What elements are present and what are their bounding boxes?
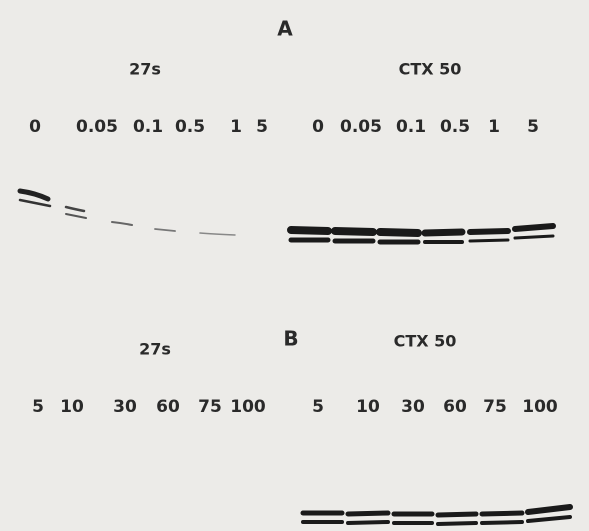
lane-label: 0.5: [175, 117, 205, 137]
lane-label: 75: [483, 397, 507, 417]
lane-label: 1: [488, 117, 500, 137]
lane-label: 60: [443, 397, 467, 417]
lane-label: 5: [32, 397, 44, 417]
figure: A B 27s00.050.10.515CTX 5000.050.10.5152…: [0, 0, 589, 531]
lane-label: 5: [527, 117, 539, 137]
lane-label: 0.1: [396, 117, 426, 137]
lane-label: 1: [230, 117, 242, 137]
lane-label: 0: [29, 117, 41, 137]
lane-label: 10: [356, 397, 380, 417]
lane-label: 0.05: [76, 117, 118, 137]
lane-label: 0: [312, 117, 324, 137]
lane-label: 0.05: [340, 117, 382, 137]
background: [0, 0, 589, 531]
lane-label: 75: [198, 397, 222, 417]
lane-label: 100: [230, 397, 266, 417]
lane-label: 0.1: [133, 117, 163, 137]
lane-label: 10: [60, 397, 84, 417]
panel-label: B: [283, 327, 298, 351]
lane-label: 0.5: [440, 117, 470, 137]
group-label: CTX 50: [394, 332, 457, 351]
lane-label: 100: [522, 397, 558, 417]
group-label: 27s: [129, 60, 161, 79]
lane-label: 5: [256, 117, 268, 137]
lane-label: 5: [312, 397, 324, 417]
panel-label: A: [277, 17, 293, 41]
lane-label: 30: [113, 397, 137, 417]
group-label: 27s: [139, 340, 171, 359]
group-label: CTX 50: [399, 60, 462, 79]
lane-label: 60: [156, 397, 180, 417]
lane-label: 30: [401, 397, 425, 417]
